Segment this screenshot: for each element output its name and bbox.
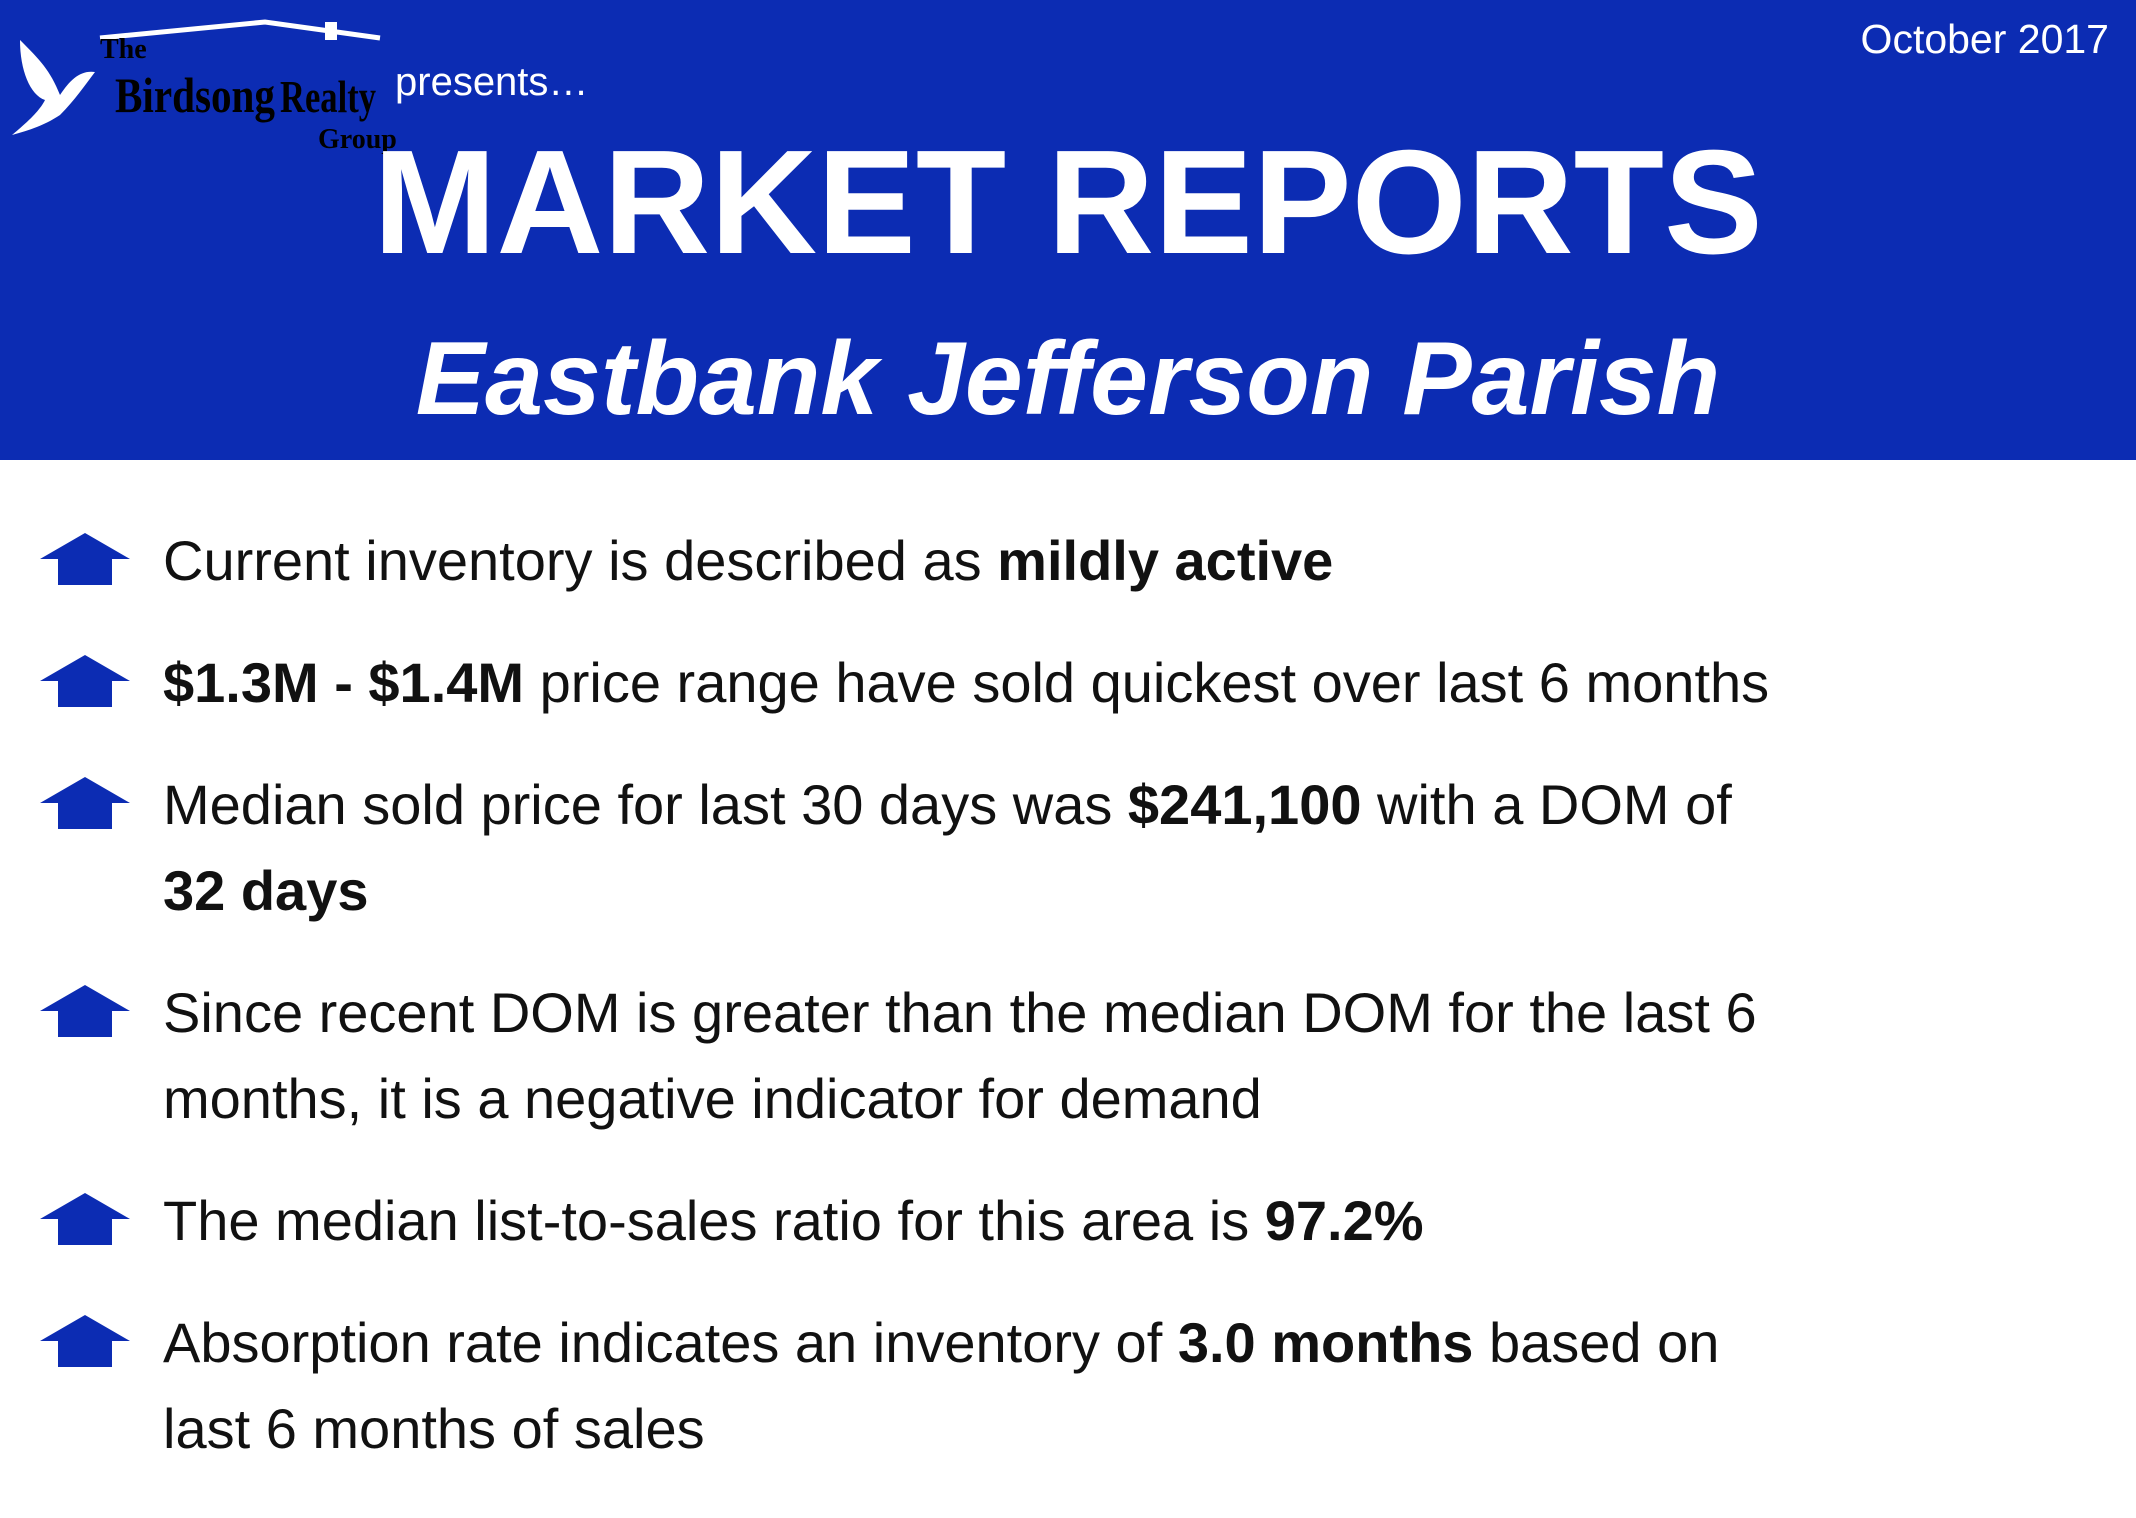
bold-text: $1.3M - $1.4M	[163, 651, 525, 714]
text: Median sold price for last 30 days was	[163, 773, 1128, 836]
text: last 6 months of sales	[163, 1397, 705, 1460]
bullet-line: last 6 months of sales	[163, 1401, 705, 1457]
logo-group: Group	[318, 124, 397, 155]
bullet-arrow	[40, 985, 130, 1037]
roof-line	[99, 19, 381, 41]
bullet-line: Since recent DOM is greater than the med…	[163, 985, 1757, 1041]
bullet-arrow	[40, 1193, 130, 1245]
title: MARKET REPORTS	[373, 120, 1763, 285]
text: The median list-to-sales ratio for this …	[163, 1189, 1265, 1252]
subtitle: Eastbank Jefferson Parish	[415, 321, 1721, 437]
text: Current inventory is described as	[163, 529, 998, 592]
logo-birdsong: Birdsong	[115, 67, 275, 123]
report-date: October 2017	[1860, 16, 2109, 62]
bold-text: 97.2%	[1264, 1189, 1424, 1252]
chimney	[325, 22, 337, 40]
bullet-line: months, it is a negative indicator for d…	[163, 1071, 1262, 1127]
bullet-line: Absorption rate indicates an inventory o…	[163, 1315, 1719, 1371]
text: price range have sold quickest over last…	[524, 651, 1770, 714]
logo-realty: Realty	[280, 71, 376, 122]
header-banner: The Birdsong Realty Group presents… Octo…	[0, 0, 2136, 460]
bullet-line: $1.3M - $1.4M price range have sold quic…	[163, 655, 1769, 711]
bullet-arrow	[40, 777, 130, 829]
text: months, it is a negative indicator for d…	[163, 1067, 1262, 1130]
bullet-arrow	[40, 655, 130, 707]
bold-text: mildly active	[997, 529, 1334, 592]
bold-text: 32 days	[163, 859, 369, 922]
presents: presents…	[395, 60, 589, 104]
bullet-line: 32 days	[163, 863, 369, 919]
bullet-line: Median sold price for last 30 days was $…	[163, 777, 1732, 833]
bold-text: $241,100	[1127, 773, 1362, 836]
text: Absorption rate indicates an inventory o…	[163, 1311, 1178, 1374]
bullet-line: The median list-to-sales ratio for this …	[163, 1193, 1424, 1249]
text: based on	[1473, 1311, 1720, 1374]
dove-icon	[12, 40, 95, 135]
bullet-arrow	[40, 533, 130, 585]
bullet-arrow	[40, 1315, 130, 1367]
text: Since recent DOM is greater than the med…	[163, 981, 1757, 1044]
logo: The Birdsong Realty Group	[12, 19, 397, 155]
bold-text: 3.0 months	[1177, 1311, 1474, 1374]
logo-the: The	[100, 34, 147, 65]
bullet-line: Current inventory is described as mildly…	[163, 533, 1333, 589]
text: with a DOM of	[1361, 773, 1732, 836]
